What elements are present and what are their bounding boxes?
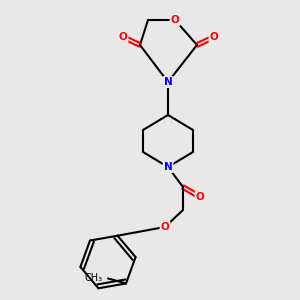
Text: O: O bbox=[118, 32, 127, 42]
Text: O: O bbox=[171, 15, 179, 25]
Text: O: O bbox=[196, 192, 204, 202]
Text: CH₃: CH₃ bbox=[85, 273, 103, 284]
Text: O: O bbox=[160, 222, 169, 232]
Text: N: N bbox=[164, 162, 172, 172]
Text: O: O bbox=[210, 32, 218, 42]
Text: N: N bbox=[164, 77, 172, 87]
